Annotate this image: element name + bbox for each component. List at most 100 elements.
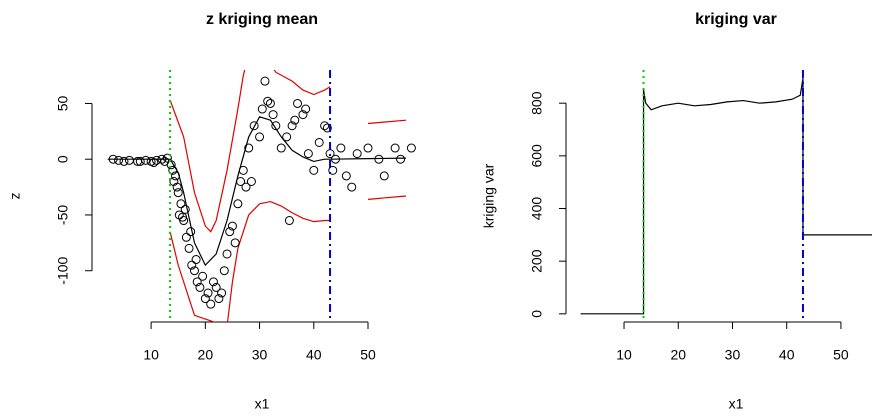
plot: z kriging mean x1 z 10 20 30 40 50 -100 -50 0 50 — [7, 11, 416, 412]
x-tick-label: 40 — [779, 347, 795, 363]
y-tick-label: 400 — [529, 197, 545, 221]
y-tick-label: -50 — [55, 205, 71, 225]
point — [114, 155, 124, 165]
point — [260, 76, 270, 86]
x-tick-label: 10 — [616, 347, 632, 363]
y-axis-label: z — [7, 193, 23, 200]
chart-title: z kriging mean — [206, 11, 318, 28]
point — [124, 155, 134, 165]
x-tick-label: 50 — [360, 347, 376, 363]
point — [241, 182, 251, 192]
y-tick-label: 800 — [529, 91, 545, 115]
y-axis-label: kriging var — [481, 163, 497, 228]
point — [379, 171, 389, 181]
point — [268, 110, 278, 120]
point — [249, 121, 259, 131]
point — [347, 182, 357, 192]
point — [186, 227, 196, 237]
point — [309, 165, 319, 175]
point — [230, 238, 240, 248]
point — [219, 266, 229, 276]
point — [119, 156, 129, 166]
point — [284, 216, 294, 226]
y-tick-label: 200 — [529, 249, 545, 273]
point — [287, 121, 297, 131]
point — [255, 132, 265, 142]
point — [211, 282, 221, 292]
point — [390, 143, 400, 153]
point — [374, 154, 384, 164]
point — [271, 121, 281, 131]
point — [276, 143, 286, 153]
point — [180, 204, 190, 214]
point — [149, 158, 159, 168]
point — [320, 121, 330, 131]
point — [225, 227, 235, 237]
point — [169, 177, 179, 187]
point — [135, 156, 145, 166]
x-tick-label: 30 — [725, 347, 741, 363]
point — [396, 154, 406, 164]
point — [263, 96, 273, 106]
point — [108, 154, 118, 164]
point — [172, 182, 182, 192]
x-axis-label: x1 — [255, 396, 270, 412]
y-tick-label: 600 — [529, 144, 545, 168]
x-tick-label: 30 — [252, 347, 268, 363]
point — [246, 177, 256, 187]
point — [301, 104, 311, 114]
plot-area — [107, 70, 416, 322]
plot: kriging var x1 kriging var 10 20 30 40 50 0 200 40… — [481, 11, 872, 412]
variance-line — [580, 78, 872, 315]
point — [171, 171, 181, 181]
x-axis-label: x1 — [729, 396, 744, 412]
point — [200, 294, 210, 304]
point — [236, 177, 246, 187]
point — [341, 171, 351, 181]
point — [206, 299, 216, 309]
point — [352, 149, 362, 159]
x-tick-label: 20 — [198, 347, 214, 363]
point — [141, 155, 151, 165]
point — [303, 149, 313, 159]
point — [322, 123, 332, 133]
point — [195, 282, 205, 292]
x-tick-label: 20 — [670, 347, 686, 363]
point — [336, 143, 346, 153]
point — [328, 165, 338, 175]
point — [192, 277, 202, 287]
point — [244, 143, 254, 153]
point — [176, 199, 186, 209]
point — [233, 199, 243, 209]
plot-area — [580, 78, 872, 315]
point — [208, 277, 218, 287]
point — [189, 266, 199, 276]
point — [166, 160, 176, 170]
y-tick-label: 0 — [55, 155, 71, 163]
point — [173, 188, 183, 198]
point — [157, 154, 167, 164]
y-tick-label: -100 — [55, 256, 71, 284]
y-tick-label: 0 — [529, 310, 545, 318]
point — [314, 137, 324, 147]
point — [203, 288, 213, 298]
point — [179, 216, 189, 226]
point — [168, 165, 178, 175]
point — [363, 143, 373, 153]
point — [222, 249, 232, 259]
point — [298, 110, 308, 120]
point — [214, 294, 224, 304]
y-tick-label: 50 — [55, 95, 71, 111]
point — [293, 98, 303, 108]
curve — [169, 195, 407, 322]
point — [187, 260, 197, 270]
point — [191, 255, 201, 265]
point — [257, 104, 267, 114]
point — [290, 115, 300, 125]
point — [181, 232, 191, 242]
curve — [169, 70, 407, 233]
point — [406, 143, 416, 153]
point — [227, 221, 237, 231]
curve — [107, 116, 406, 267]
